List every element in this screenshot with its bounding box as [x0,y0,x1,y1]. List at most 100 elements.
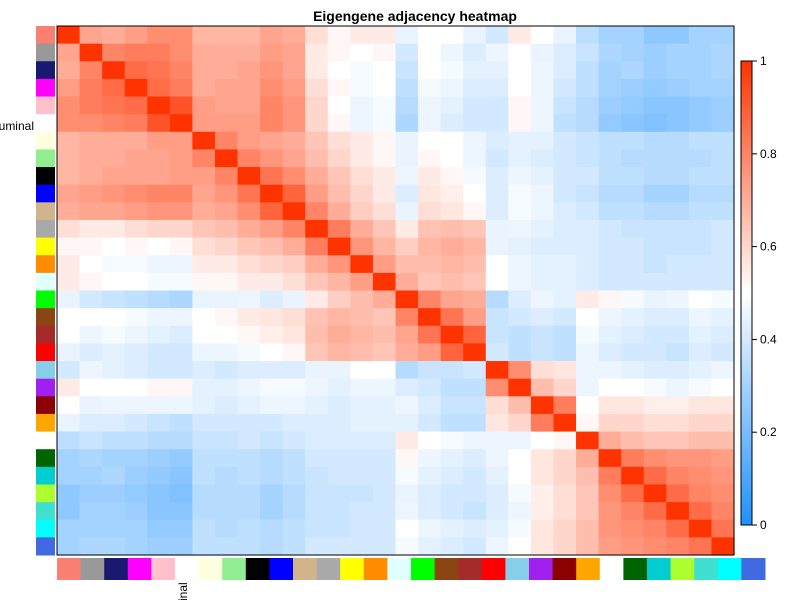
heatmap-cell-darkred-lightcyan [372,396,397,415]
heatmap-cell-greenyellow-royalblue [711,484,735,503]
heatmap-cell-darkturquoise-blue [260,466,284,486]
heatmap-cell-pink-skyblue [485,96,509,115]
col-color-swatch-midnightblue [104,558,129,580]
heatmap-cell-white-skyblue [485,431,509,450]
heatmap-cell-lightgreen-luminal [169,149,193,168]
heatmap-cell-lightcyan-white [576,272,600,292]
heatmap-cell-turquoise-luminal [169,502,193,521]
heatmap-cell-pink-lightgreen [214,96,239,115]
heatmap-cell-tan-red [463,202,487,221]
heatmap-cell-saddlebrown-blue [260,308,284,327]
heatmap-cell-salmon-skyblue [485,26,509,45]
row-color-swatch-white [36,431,55,450]
heatmap-cell-darkgreen-salmon [57,449,81,468]
heatmap-cell-midnightblue-skyblue [485,61,509,80]
heatmap-cell-orange-lightcyan [372,413,397,433]
heatmap-cell-tan-pink [147,202,171,221]
heatmap-cell-white-purple [508,431,532,450]
heatmap-cell-tan-lightyellow [192,202,216,221]
heatmap-cell-yellow-darkorange [350,237,374,256]
heatmap-cell-brown-darkred [530,325,555,344]
heatmap-cell-green-brown [440,290,464,309]
heatmap-cell-midnightblue-darkgrey [305,61,329,80]
heatmap-cell-lightgreen-red [463,149,487,168]
heatmap-cell-blue-red [463,184,487,203]
heatmap-cell-green-blue [260,290,284,309]
heatmap-cell-royalblue-tan [282,537,306,556]
heatmap-cell-turquoise-lightyellow [192,502,216,521]
heatmap-cell-green-yellow [327,290,351,309]
heatmap-cell-darkgrey-green [395,219,419,239]
heatmap-cell-turquoise-red [463,502,487,521]
heatmap-cell-darkgrey-greenyellow [643,219,667,239]
heatmap-cell-darkgreen-brown [440,449,464,468]
col-color-swatch-darkgreen [623,558,648,580]
row-color-swatch-green [36,290,55,309]
heatmap-cell-orange-purple [508,413,532,433]
heatmap-cell-luminal-skyblue [485,114,509,133]
heatmap-cell-blue-green [395,184,419,203]
heatmap-cell-green-turquoise [666,290,690,309]
heatmap-cell-purple-midnightblue [102,378,126,397]
heatmap-cell-greenyellow-magenta [124,484,148,503]
heatmap-cell-grey60-red [463,43,487,62]
heatmap-cell-green-darkorange [350,290,374,309]
heatmap-cell-saddlebrown-saddlebrown [418,308,442,327]
heatmap-cell-midnightblue-pink [147,61,171,80]
heatmap-cell-midnightblue-orange [553,61,577,80]
heatmap-cell-turquoise-blue [260,502,284,521]
heatmap-cell-grey60-salmon [57,43,81,62]
heatmap-cell-brown-magenta [124,325,148,344]
heatmap-cell-luminal-royalblue [711,114,735,133]
heatmap-cell-darkgreen-white [576,449,600,468]
heatmap-cell-salmon-tan [282,26,306,45]
heatmap-cell-white-tan [282,431,306,450]
heatmap-cell-lightyellow-darkgreen [598,131,622,151]
heatmap-cell-darkgrey-saddlebrown [418,219,442,239]
heatmap-cell-grey60-luminal [169,43,193,62]
heatmap-cell-cyan-darkred [530,519,555,538]
heatmap-cell-magenta-brown [440,78,464,98]
heatmap-cell-royalblue-white [576,537,600,556]
heatmap-cell-midnightblue-darkgreen [598,61,622,80]
heatmap-cell-darkgreen-darkorange [350,449,374,468]
heatmap-cell-magenta-darkgrey [305,78,329,98]
heatmap-cell-green-white [576,290,600,309]
heatmap-cell-blue-darkgrey [305,184,329,203]
heatmap-cell-skyblue-luminal [169,361,193,380]
heatmap-cell-luminal-yellow [327,114,351,133]
legend-tick-label-3: 0.6 [760,240,777,254]
heatmap-cell-blue-grey60 [79,184,103,203]
heatmap-cell-luminal-lightcyan [372,114,397,133]
heatmap-cell-darkturquoise-midnightblue [102,466,126,486]
heatmap-cell-magenta-darkgreen [598,78,622,98]
heatmap-cell-lightgreen-royalblue [711,149,735,168]
heatmap-cell-darkgrey-orange [553,219,577,239]
heatmap-cell-magenta-green [395,78,419,98]
heatmap-cell-yellow-white [576,237,600,256]
heatmap-cell-lightgreen-pink [147,149,171,168]
col-color-swatch-skyblue [505,558,530,580]
heatmap-cell-lightcyan-skyblue [485,272,509,292]
heatmap-cell-tan-tan [282,202,306,221]
heatmap-cell-lightgreen-darkgrey [305,149,329,168]
heatmap-cell-lightcyan-brown [440,272,464,292]
heatmap-cell-tan-saddlebrown [418,202,442,221]
heatmap-cell-lightyellow-darkturquoise [621,131,645,151]
heatmap-cell-purple-darkgreen [598,378,622,397]
heatmap-cell-darkgrey-magenta [124,219,148,239]
heatmap-cell-darkorange-luminal [169,255,193,274]
heatmap-cell-lightcyan-midnightblue [102,272,126,292]
heatmap-cell-blue-purple [508,184,532,203]
heatmap-cell-salmon-midnightblue [102,26,126,45]
heatmap-cell-darkturquoise-darkturquoise [621,466,645,486]
heatmap-cell-saddlebrown-darkred [530,308,555,327]
legend-tick-label-0: 0 [760,518,767,532]
heatmap-cell-yellow-orange [553,237,577,256]
heatmap-cell-skyblue-royalblue [711,361,735,380]
heatmap-cell-purple-grey60 [79,378,103,397]
heatmap-cell-cyan-greenyellow [643,519,667,538]
legend-tick-label-4: 0.8 [760,147,777,161]
heatmap-cell-darkorange-saddlebrown [418,255,442,274]
heatmap-cell-saddlebrown-luminal [169,308,193,327]
